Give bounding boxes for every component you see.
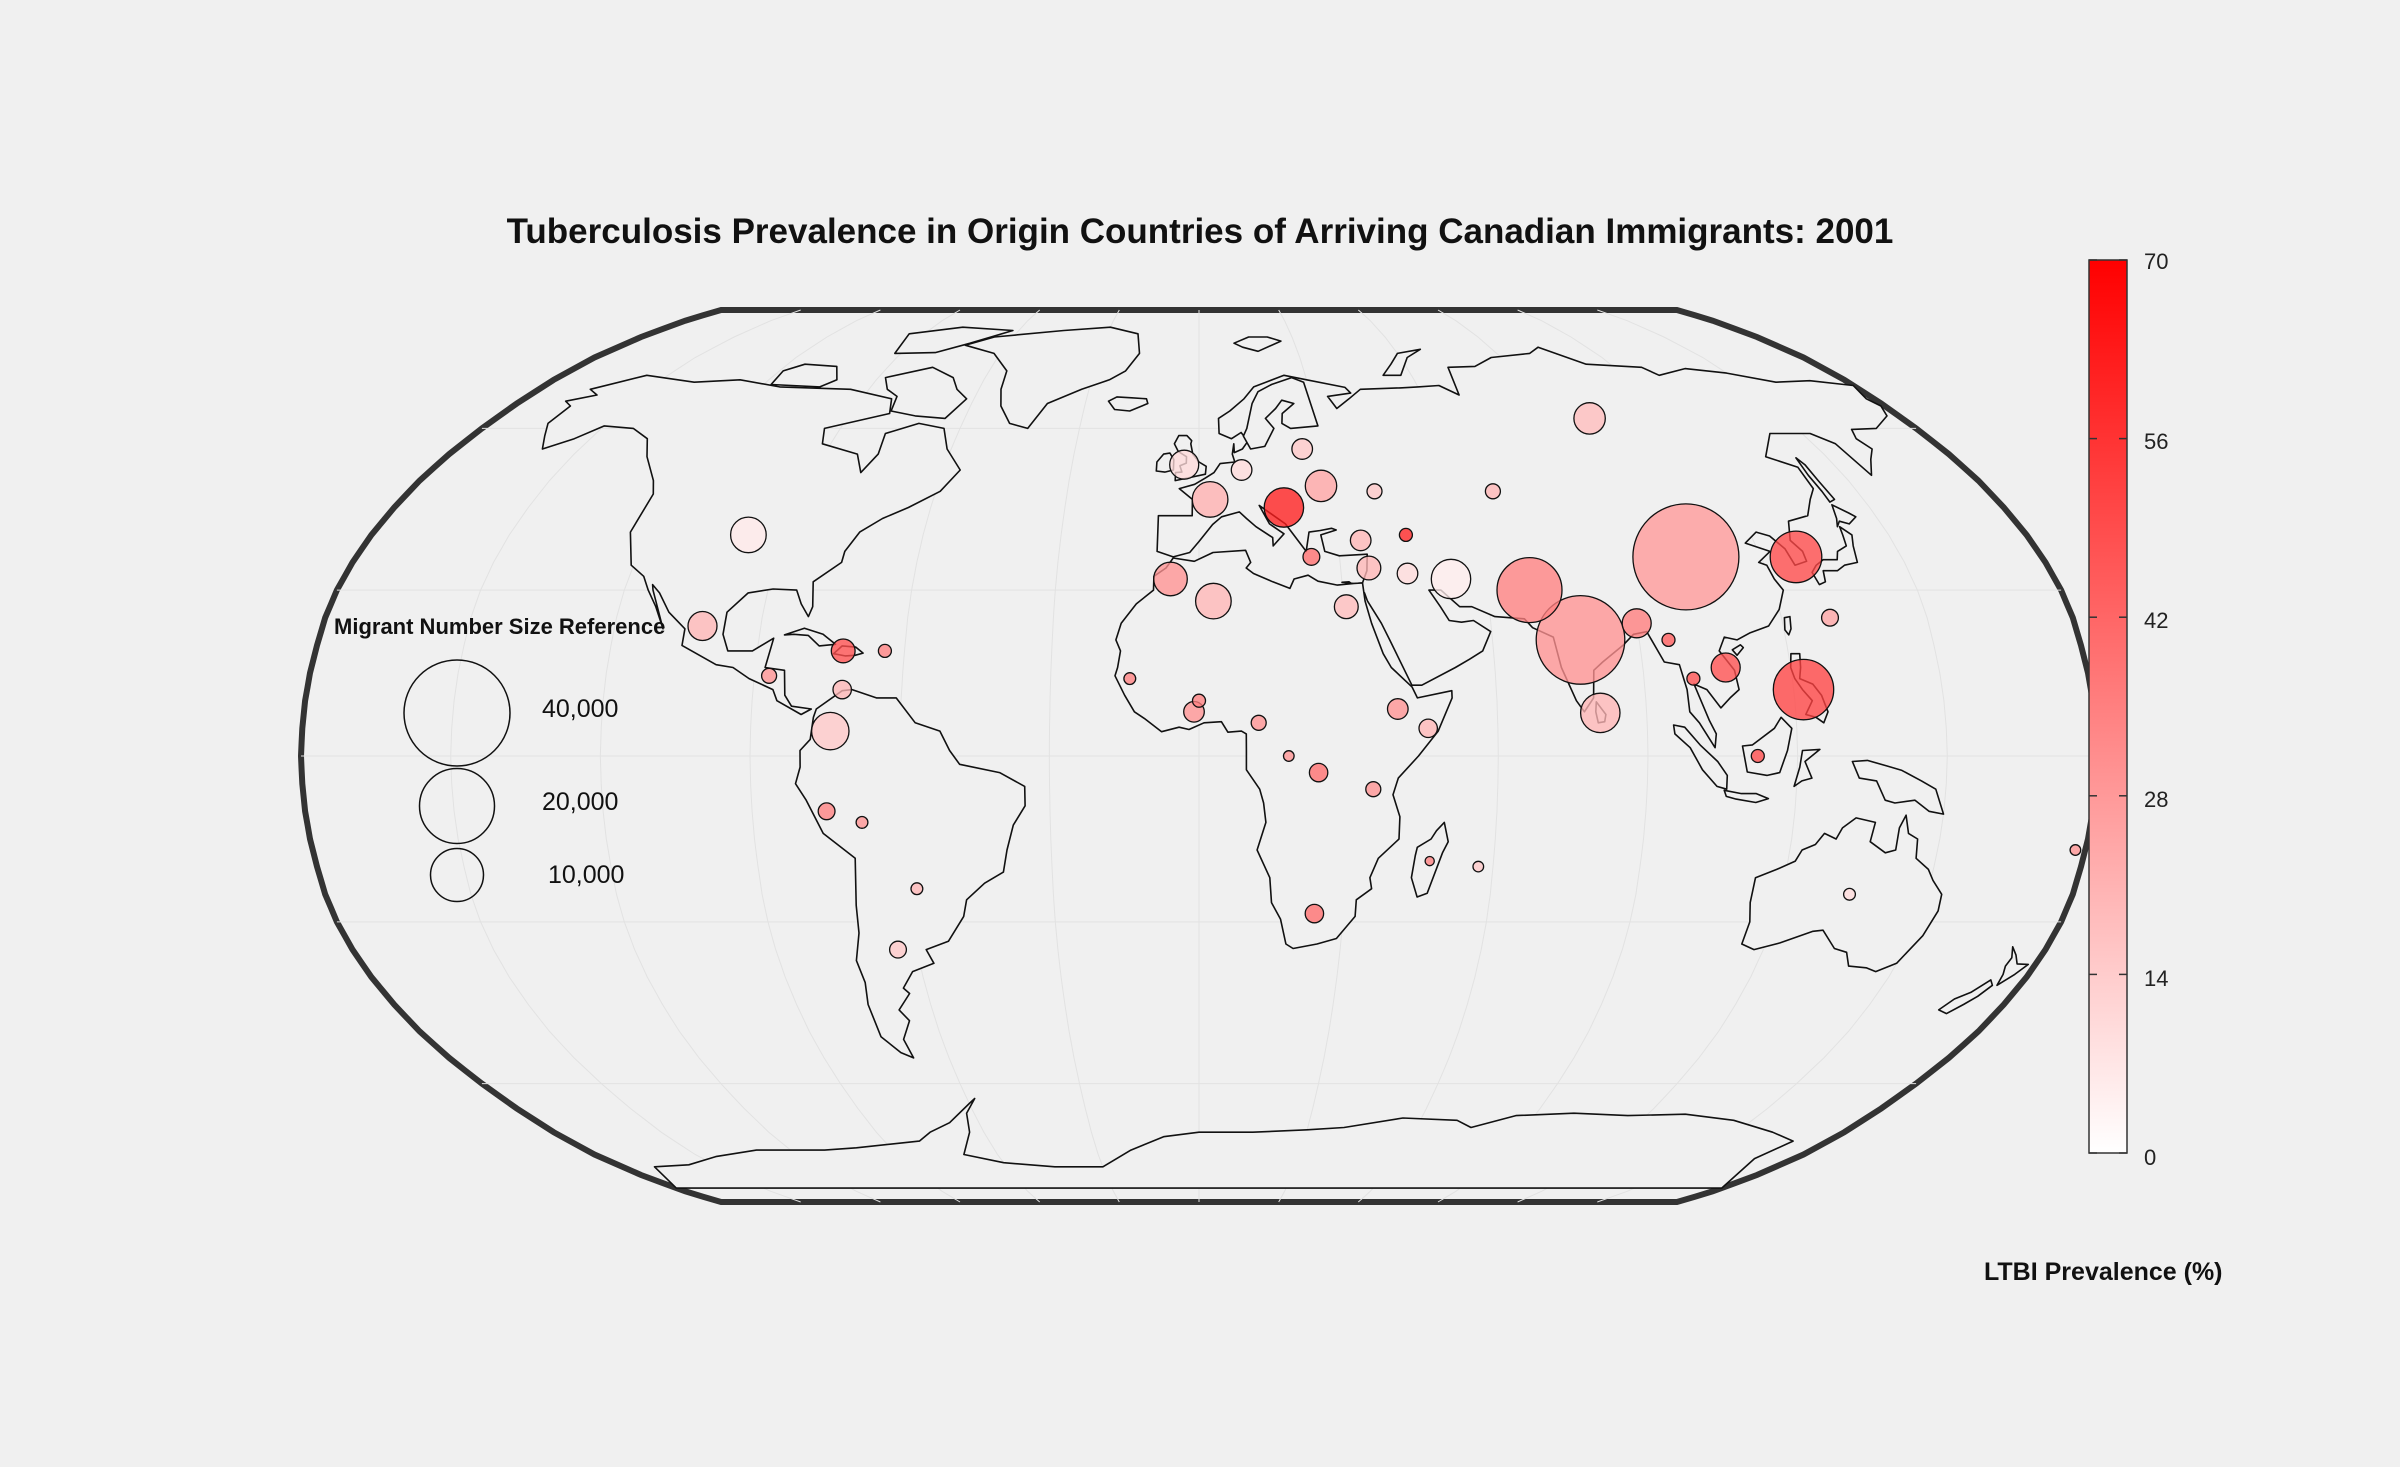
colorbar-gradient	[2088, 259, 2128, 1154]
prevalence-point	[1772, 658, 1835, 721]
prevalence-point	[1535, 594, 1626, 685]
colorbar	[2088, 259, 2128, 1154]
new-guinea-outline	[1851, 759, 1945, 815]
prevalence-point	[1304, 903, 1325, 924]
prevalence-point	[1169, 449, 1200, 480]
sulawesi-outline	[1793, 748, 1821, 788]
prevalence-point	[1396, 562, 1419, 585]
prevalence-point	[1304, 469, 1338, 503]
antarctica-outline	[653, 1097, 1794, 1189]
prevalence-point	[1191, 480, 1229, 518]
prevalence-point	[1282, 750, 1295, 762]
prevalence-point	[1484, 483, 1502, 500]
size-legend-label-10000: 10,000	[548, 861, 625, 889]
prevalence-point	[1842, 887, 1857, 901]
prevalence-point	[1621, 608, 1652, 639]
prevalence-point	[1250, 714, 1267, 731]
prevalence-point	[888, 940, 908, 959]
prevalence-point	[817, 802, 836, 821]
prevalence-point	[832, 679, 853, 700]
prevalence-point	[1191, 693, 1207, 708]
hokkaido-outline	[1831, 504, 1857, 528]
prevalence-point	[1365, 781, 1382, 798]
baffin-outline	[884, 366, 968, 420]
prevalence-point	[1194, 582, 1232, 620]
land-outlines	[541, 326, 2030, 1189]
new-zealand-south-outline	[1937, 979, 1994, 1015]
prevalence-point	[1123, 672, 1137, 686]
prevalence-point	[2069, 844, 2082, 856]
prevalence-point	[1750, 748, 1765, 764]
size-legend-title: Migrant Number Size Reference	[334, 614, 666, 639]
prevalence-point	[1302, 547, 1321, 566]
prevalence-point	[729, 516, 767, 554]
prevalence-point	[1430, 558, 1472, 600]
prevalence-point	[1424, 855, 1435, 867]
prevalence-point	[830, 638, 856, 664]
new-zealand-north-outline	[1996, 946, 2030, 987]
size-legend-circle	[429, 847, 485, 903]
svalbard-outline	[1233, 336, 1282, 353]
sumatra-outline	[1672, 724, 1729, 790]
australia-outline	[1741, 814, 1943, 973]
size-legend-label-40000: 40,000	[542, 695, 619, 723]
prevalence-point	[1349, 529, 1372, 552]
taiwan-outline	[1783, 615, 1792, 636]
novaya-zemlya-outline	[1382, 348, 1422, 377]
colorbar-tick-4: 56	[2144, 429, 2169, 454]
victoria-island-outline	[770, 363, 838, 388]
prevalence-point	[1579, 692, 1621, 734]
prevalence-point	[1632, 503, 1740, 611]
prevalence-point	[1263, 487, 1305, 528]
colorbar-tick-1: 14	[2144, 966, 2169, 991]
africa-outline	[1114, 549, 1453, 950]
colorbar-tick-2: 28	[2144, 787, 2169, 812]
prevalence-point	[810, 711, 850, 751]
prevalence-point	[1820, 608, 1840, 627]
page-title: Tuberculosis Prevalence in Origin Countr…	[506, 212, 1894, 251]
colorbar-tick-3: 42	[2144, 608, 2169, 633]
prevalence-point	[877, 643, 893, 659]
prevalence-point	[1472, 860, 1485, 873]
prevalence-point	[1418, 718, 1439, 739]
prevalence-point	[1356, 555, 1382, 581]
prevalence-point	[1308, 762, 1329, 783]
prevalence-point	[1153, 561, 1188, 597]
size-legend-circle	[418, 767, 496, 845]
size-legend	[403, 659, 511, 903]
sakhalin-outline	[1795, 457, 1836, 503]
prevalence-point	[1686, 671, 1701, 686]
prevalence-point	[1291, 438, 1314, 460]
ellesmere-outline	[894, 326, 1014, 355]
size-legend-circle	[403, 659, 511, 767]
colorbar-tick-5: 70	[2144, 249, 2169, 274]
prevalence-point	[855, 815, 869, 829]
iceland-outline	[1107, 396, 1149, 412]
prevalence-point	[1398, 527, 1414, 543]
colorbar-tick-0: 0	[2144, 1145, 2157, 1170]
prevalence-point	[1573, 402, 1606, 435]
cuba-outline	[783, 627, 837, 647]
prevalence-point	[1366, 483, 1383, 500]
scandinavia-east-outline	[1242, 376, 1319, 450]
prevalence-point	[760, 667, 778, 684]
prevalence-point	[1386, 698, 1409, 720]
south-america-outline	[794, 688, 1026, 1059]
prevalence-point	[1661, 632, 1676, 648]
prevalence-point	[687, 610, 718, 642]
java-outline	[1723, 789, 1770, 804]
prevalence-point	[1710, 652, 1741, 683]
prevalence-point	[1230, 459, 1253, 481]
prevalence-point	[1496, 556, 1563, 624]
prevalence-point	[1769, 530, 1823, 584]
colorbar-label: LTBI Prevalence (%)	[1984, 1258, 2223, 1286]
hainan-outline	[1731, 644, 1745, 657]
prevalence-point	[910, 882, 924, 896]
size-legend-label-20000: 20,000	[542, 788, 619, 816]
greenland-outline	[964, 326, 1141, 430]
prevalence-point	[1333, 594, 1359, 620]
prevalence-points	[687, 402, 2082, 959]
